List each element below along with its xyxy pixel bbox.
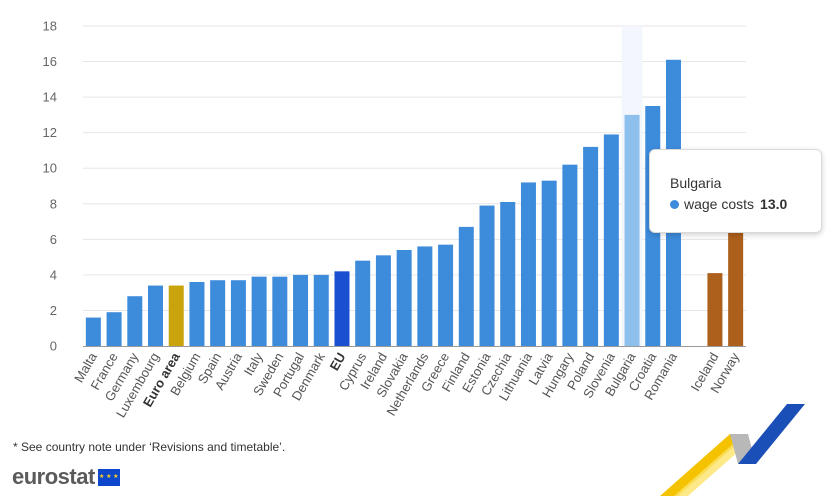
bar[interactable]	[210, 280, 226, 346]
bar[interactable]	[251, 276, 267, 346]
bar[interactable]	[334, 271, 350, 346]
y-tick-label: 6	[50, 232, 57, 247]
gridlines	[83, 25, 746, 311]
bar[interactable]	[728, 221, 744, 346]
eu-flag-icon: ★ ★ ★	[97, 468, 120, 486]
bar[interactable]	[189, 282, 205, 346]
y-axis-ticks: 0 2 4 6 8 10 12 14 16 18	[43, 19, 57, 354]
bar[interactable]	[417, 246, 433, 346]
bar[interactable]	[624, 114, 640, 346]
y-tick-label: 2	[50, 303, 57, 318]
y-tick-label: 4	[50, 267, 57, 282]
bar[interactable]	[148, 285, 164, 346]
bar[interactable]	[438, 244, 454, 346]
y-tick-label: 18	[43, 19, 57, 34]
bar[interactable]	[458, 226, 474, 346]
bar[interactable]	[707, 273, 723, 346]
bar[interactable]	[479, 205, 495, 346]
bar[interactable]	[396, 250, 412, 346]
bar[interactable]	[520, 182, 536, 346]
bar[interactable]	[168, 285, 184, 346]
y-tick-label: 10	[43, 161, 57, 176]
footnote: * See country note under ‘Revisions and …	[13, 440, 286, 454]
bar[interactable]	[293, 274, 309, 346]
tooltip: Bulgaria wage costs 13.0	[649, 149, 822, 233]
bar[interactable]	[541, 180, 557, 346]
bar[interactable]	[583, 146, 599, 346]
bar[interactable]	[106, 312, 122, 346]
tooltip-value: 13.0	[760, 196, 788, 212]
y-tick-label: 0	[50, 339, 57, 354]
bar[interactable]	[562, 164, 578, 346]
y-tick-label: 16	[43, 54, 57, 69]
bar[interactable]	[85, 317, 101, 346]
y-tick-label: 12	[43, 125, 57, 140]
bar[interactable]	[230, 280, 246, 346]
logo-text: eurostat	[12, 464, 95, 489]
bars	[85, 59, 744, 347]
y-tick-label: 14	[43, 90, 57, 105]
bar[interactable]	[355, 260, 371, 346]
bar[interactable]	[313, 274, 329, 346]
bar[interactable]	[375, 255, 391, 346]
bar[interactable]	[272, 276, 288, 346]
series-dot-icon	[670, 199, 679, 209]
bar[interactable]	[127, 296, 143, 346]
y-tick-label: 8	[50, 196, 57, 211]
eurostat-brand-mark-icon	[660, 404, 805, 496]
bar[interactable]	[500, 202, 516, 346]
eurostat-logo[interactable]: eurostat ★ ★ ★	[12, 464, 120, 490]
tooltip-series-name: wage costs	[684, 196, 755, 212]
tooltip-row: wage costs 13.0	[670, 196, 787, 212]
bar[interactable]	[603, 134, 619, 346]
tooltip-title: Bulgaria	[670, 175, 722, 191]
